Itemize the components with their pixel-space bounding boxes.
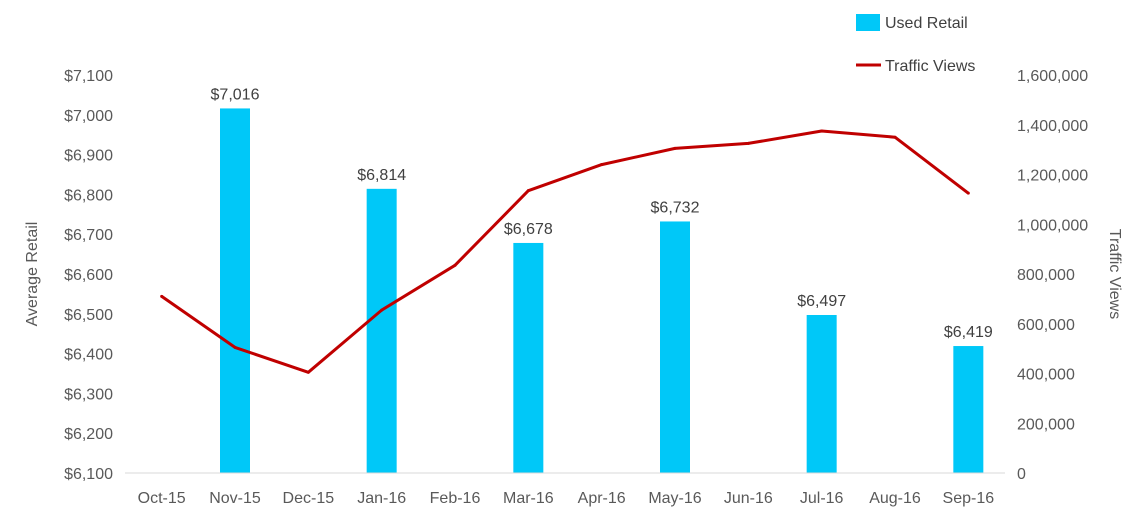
legend: Used Retail Traffic Views <box>856 14 975 75</box>
x-tick-jun-16: Jun-16 <box>724 490 773 507</box>
y-right-tick-600-000: 600,000 <box>1017 317 1075 334</box>
line-series-traffic-views <box>160 129 970 374</box>
x-tick-nov-15: Nov-15 <box>209 490 261 507</box>
bar-data-labels: $7,016 $6,814 $6,678 $6,732 $6,497 $6,419 <box>211 86 993 341</box>
y-left-tick-6-900: $6,900 <box>64 148 113 165</box>
y-right-tick-1-600-000: 1,600,000 <box>1017 68 1088 85</box>
x-tick-mar-16: Mar-16 <box>503 490 554 507</box>
y-left-tick-7-000: $7,000 <box>64 108 113 125</box>
line-point-dec-15 <box>306 370 310 374</box>
bar-label-jul-16: $6,497 <box>797 293 846 310</box>
y-right-tick-0: 0 <box>1017 466 1026 483</box>
x-tick-jul-16: Jul-16 <box>800 490 844 507</box>
x-tick-oct-15: Oct-15 <box>138 490 186 507</box>
y-right-tick-400-000: 400,000 <box>1017 367 1075 384</box>
x-tick-apr-16: Apr-16 <box>578 490 626 507</box>
x-ticks: Oct-15 Nov-15 Dec-15 Jan-16 Feb-16 Mar-16 Apr-… <box>138 490 995 507</box>
bar-label-sep-16: $6,419 <box>944 324 993 341</box>
line-point-jun-16 <box>746 141 750 145</box>
line-point-jul-16 <box>820 129 824 133</box>
x-tick-may-16: May-16 <box>648 490 701 507</box>
y-right-tick-1-000-000: 1,000,000 <box>1017 217 1088 234</box>
legend-item-traffic-views: Traffic Views <box>856 58 975 75</box>
bar-nov-15 <box>220 108 250 473</box>
y-right-ticks: 0 200,000 400,000 600,000 800,000 1,000,000 1,… <box>1017 68 1088 483</box>
bar-jul-16 <box>806 314 837 473</box>
bar-sep-16 <box>953 346 984 473</box>
y-left-tick-6-500: $6,500 <box>64 307 113 324</box>
line-point-apr-16 <box>600 163 604 167</box>
y-left-tick-6-100: $6,100 <box>64 466 113 483</box>
y-right-tick-200-000: 200,000 <box>1017 416 1075 433</box>
bar-may-16 <box>660 221 690 473</box>
y-left-tick-6-400: $6,400 <box>64 347 113 364</box>
line-point-nov-15 <box>233 345 237 349</box>
x-tick-jan-16: Jan-16 <box>357 490 406 507</box>
y-left-tick-6-600: $6,600 <box>64 267 113 284</box>
bar-series-used-retail <box>220 108 984 473</box>
line-point-aug-16 <box>893 135 897 139</box>
legend-item-used-retail: Used Retail <box>856 14 968 32</box>
bar-label-jan-16: $6,814 <box>357 167 406 184</box>
y-right-tick-800-000: 800,000 <box>1017 267 1075 284</box>
y-left-tick-6-800: $6,800 <box>64 187 113 204</box>
x-tick-aug-16: Aug-16 <box>869 490 921 507</box>
traffic-views-line <box>160 129 970 374</box>
y-left-tick-7-100: $7,100 <box>64 68 113 85</box>
y-left-tick-6-300: $6,300 <box>64 386 113 403</box>
bar-label-may-16: $6,732 <box>651 199 700 216</box>
x-tick-sep-16: Sep-16 <box>943 490 995 507</box>
legend-label-traffic-views: Traffic Views <box>885 58 975 75</box>
x-tick-feb-16: Feb-16 <box>430 490 481 507</box>
y-right-tick-1-200-000: 1,200,000 <box>1017 168 1088 185</box>
bar-label-nov-15: $7,016 <box>211 86 260 103</box>
line-point-jan-16 <box>380 308 384 312</box>
y-right-tick-1-400-000: 1,400,000 <box>1017 118 1088 135</box>
line-point-mar-16 <box>526 189 530 193</box>
y-left-ticks: $6,100 $6,200 $6,300 $6,400 $6,500 $6,600 $6,7… <box>64 68 113 483</box>
line-point-may-16 <box>673 146 677 150</box>
bar-jan-16 <box>366 188 397 473</box>
legend-label-used-retail: Used Retail <box>885 15 968 32</box>
line-point-oct-15 <box>160 294 164 298</box>
x-tick-dec-15: Dec-15 <box>283 490 335 507</box>
y-left-axis-title: Average Retail <box>24 222 41 327</box>
line-point-feb-16 <box>453 263 457 267</box>
legend-swatch-used-retail <box>856 14 880 31</box>
line-point-sep-16 <box>966 191 970 195</box>
y-left-tick-6-700: $6,700 <box>64 227 113 244</box>
y-left-tick-6-200: $6,200 <box>64 426 113 443</box>
y-right-axis-title: Traffic Views <box>1106 229 1123 319</box>
bar-mar-16 <box>513 242 544 473</box>
bar-label-mar-16: $6,678 <box>504 221 553 238</box>
